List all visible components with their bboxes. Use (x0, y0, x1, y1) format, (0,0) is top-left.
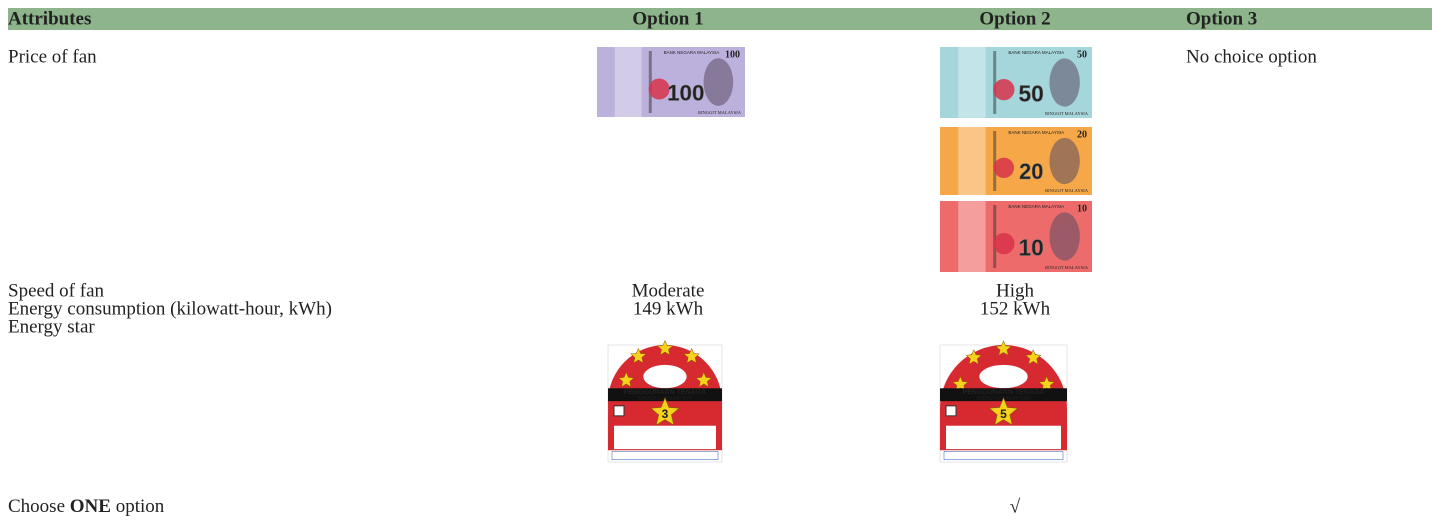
note-flower (994, 158, 1014, 178)
column-header: Option 3 (1186, 8, 1257, 29)
note-portrait (1049, 212, 1079, 260)
cell-text: 152 kWh (980, 298, 1051, 319)
label-centre (643, 365, 686, 388)
column-header: Attributes (8, 8, 91, 29)
note-denomination: 10 (1019, 234, 1044, 260)
option-choice-mark[interactable]: √ (1010, 496, 1021, 517)
label-part: Choose (8, 496, 70, 517)
note-denomination-corner: 100 (725, 49, 740, 60)
label-footer (612, 451, 718, 459)
note-portrait (1049, 58, 1079, 106)
note-thread (993, 51, 996, 114)
note-portrait (704, 58, 734, 106)
note-stripe (958, 47, 985, 118)
note-denomination: 100 (667, 81, 704, 106)
label-rating: 3 (662, 407, 669, 421)
label-rating: 5 (1000, 407, 1007, 421)
note-flower (993, 233, 1014, 254)
label-footer (944, 451, 1063, 459)
label-part: ONE (70, 496, 111, 517)
note-denomination-corner: 20 (1077, 129, 1087, 140)
note-thread (993, 205, 996, 268)
note-denomination-corner: 10 (1077, 203, 1087, 214)
label-qr (946, 406, 956, 416)
label-part: option (111, 496, 165, 517)
note-currency: RINGGIT MALAYSIA (1045, 111, 1089, 116)
note-stripe (615, 47, 642, 117)
note-stripe (958, 201, 985, 272)
page: Attributes Option 1 Option 2 Option 3 Price … (0, 0, 1432, 522)
attribute-label: Price of fan (8, 46, 97, 67)
note-currency: RINGGIT MALAYSIA (1045, 265, 1089, 270)
column-header: Option 2 (979, 8, 1050, 29)
note-currency: RINGGIT MALAYSIA (698, 110, 742, 115)
note-portrait (1049, 138, 1079, 184)
attribute-label: Energy star (8, 316, 95, 337)
cell-text: No choice option (1186, 46, 1317, 67)
label-centre (979, 365, 1027, 388)
column-header: Option 1 (632, 8, 703, 29)
choice-card: Attributes Option 1 Option 2 Option 3 Price … (0, 0, 1432, 522)
note-denomination: 50 (1019, 80, 1044, 106)
note-denomination: 20 (1019, 159, 1043, 184)
label-qr (614, 406, 624, 416)
note-flower (993, 79, 1014, 100)
note-denomination-corner: 50 (1077, 49, 1087, 60)
cell-text: 149 kWh (633, 298, 704, 319)
note-currency: RINGGIT MALAYSIA (1045, 188, 1089, 193)
banknote: BANK NEGARA MALAYSIA RINGGIT MALAYSIA 100 1… (597, 47, 745, 117)
note-issuer: BANK NEGARA MALAYSIA (1008, 50, 1064, 55)
label-panel (946, 426, 1061, 449)
note-issuer: BANK NEGARA MALAYSIA (1008, 130, 1064, 135)
note-thread (993, 131, 996, 191)
label-panel (614, 426, 716, 449)
note-issuer: BANK NEGARA MALAYSIA (1008, 204, 1064, 209)
attribute-label: Choose ONE option (8, 496, 165, 517)
note-issuer: BANK NEGARA MALAYSIA (664, 50, 720, 55)
note-stripe (958, 127, 985, 195)
